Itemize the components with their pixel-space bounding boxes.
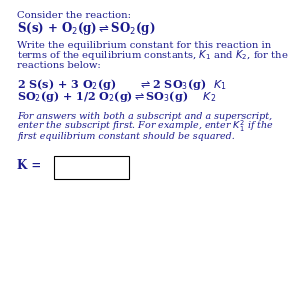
Text: terms of the equilibrium constants, $K_1$ and $K_2$, for the: terms of the equilibrium constants, $K_1… [17,49,289,62]
Text: first equilibrium constant should be squared.: first equilibrium constant should be squ… [17,132,235,141]
Text: K =: K = [17,159,42,172]
Bar [54,156,129,179]
Text: For answers with both a subscript and a superscript,: For answers with both a subscript and a … [17,112,273,121]
Text: 2 S(s) + 3 O$_2$(g)      $\rightleftharpoons$2 SO$_3$(g)  $K_1$: 2 S(s) + 3 O$_2$(g) $\rightleftharpoons$… [17,77,227,92]
Text: Write the equilibrium constant for this reaction in: Write the equilibrium constant for this … [17,41,272,50]
Text: S(s) + O$_2$(g)$\rightleftharpoons$SO$_2$(g): S(s) + O$_2$(g)$\rightleftharpoons$SO$_2… [17,20,156,37]
Text: SO$_2$(g) + 1/2 O$_2$(g)$\rightleftharpoons$SO$_3$(g)    $K_2$: SO$_2$(g) + 1/2 O$_2$(g)$\rightleftharpo… [17,89,217,104]
Text: enter the subscript first. For example, enter $K_1^2$ if the: enter the subscript first. For example, … [17,119,275,134]
Text: reactions below:: reactions below: [17,61,101,70]
Text: Consider the reaction:: Consider the reaction: [17,11,131,20]
